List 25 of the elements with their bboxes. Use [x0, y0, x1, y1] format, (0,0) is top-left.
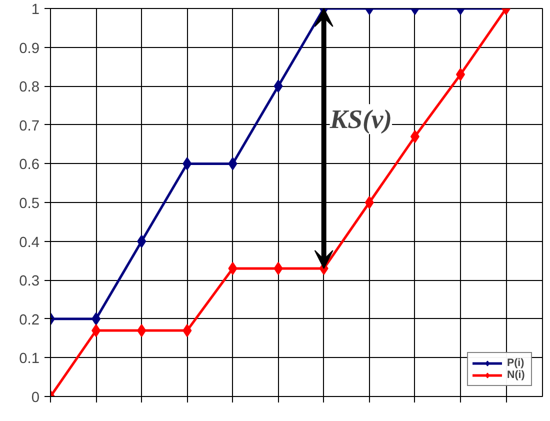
y-tick-label: 0.6: [19, 157, 40, 174]
point: [274, 262, 283, 275]
legend-label: P(i): [507, 357, 526, 369]
point: [92, 324, 101, 338]
y-tick-label: 0.1: [19, 351, 40, 368]
point: [228, 157, 238, 170]
point: [182, 157, 192, 170]
point: [364, 196, 374, 209]
point: [92, 312, 101, 326]
point: [137, 234, 146, 248]
point: [228, 262, 238, 275]
annotation: KS(v): [328, 104, 392, 134]
legend-label: N(i): [507, 369, 526, 381]
y-tick-label: 0.5: [19, 196, 40, 212]
y-tick-label: 0.2: [19, 312, 40, 328]
y-tick-label: 0.9: [19, 40, 40, 57]
y-tick-label: 0: [31, 390, 40, 406]
y-tick-label: 0.4: [19, 234, 40, 251]
y-tick-label: 1: [31, 2, 40, 18]
y-tick-label: 0.8: [19, 80, 40, 96]
y-tick-label: 0.3: [19, 274, 40, 290]
point: [410, 130, 420, 144]
y-tick-label: 0.7: [19, 118, 40, 134]
point: [182, 324, 192, 338]
point: [137, 324, 146, 338]
